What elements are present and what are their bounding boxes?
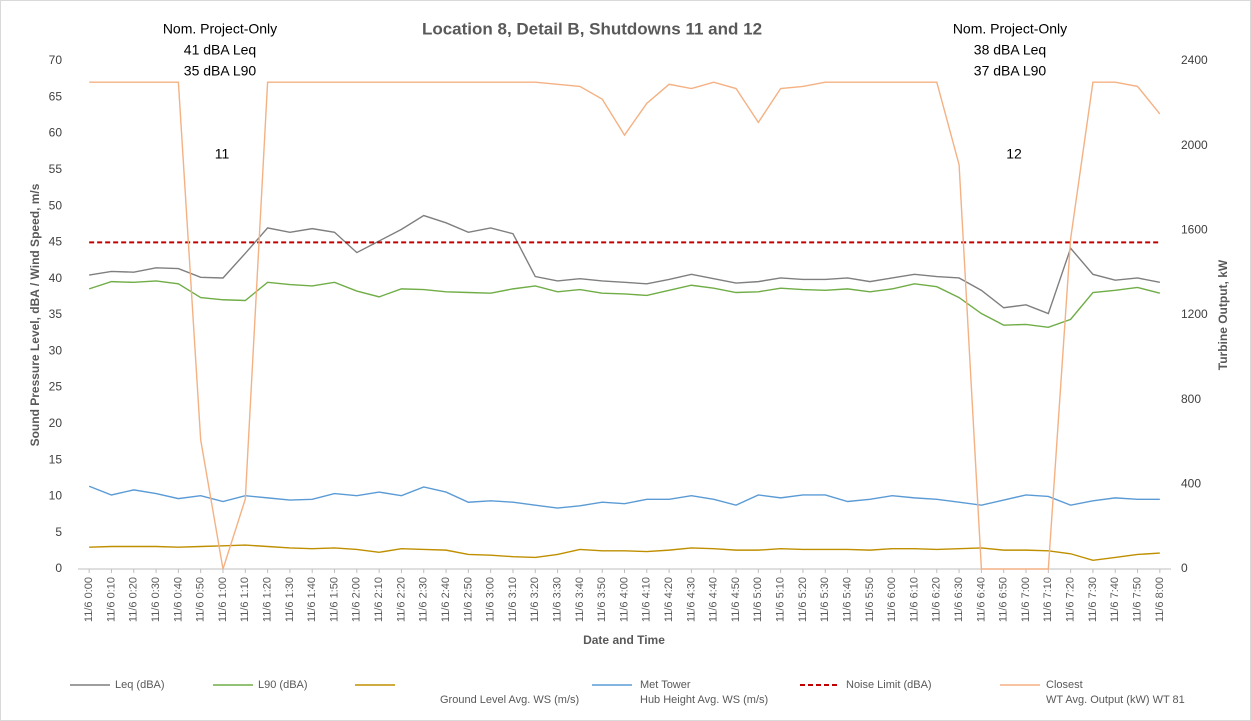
x-tick-label: 11/6 4:20 [663, 577, 675, 622]
x-tick-label: 11/6 5:20 [797, 577, 809, 622]
y-tick-label: 10 [49, 489, 63, 503]
y2-tick-label: 2400 [1181, 53, 1208, 67]
x-tick-label: 11/6 1:50 [328, 577, 340, 622]
y-tick-label: 35 [49, 307, 63, 321]
x-tick-label: 11/6 6:40 [975, 577, 987, 622]
x-tick-label: 11/6 6:10 [908, 577, 920, 622]
y-tick-label: 60 [49, 126, 63, 140]
annotation: 35 dBA L90 [184, 63, 257, 79]
y-tick-label: 30 [49, 343, 63, 357]
y-tick-label: 45 [49, 235, 63, 249]
x-tick-label: 11/6 5:00 [752, 577, 764, 622]
y2-axis-title: Turbine Output, kW [1216, 259, 1230, 370]
x-tick-label: 11/6 6:20 [931, 577, 943, 622]
x-tick-label: 11/6 0:20 [128, 577, 140, 622]
x-tick-label: 11/6 0:50 [195, 577, 207, 622]
x-tick-label: 11/6 0:30 [150, 577, 162, 622]
annotation: 37 dBA L90 [974, 63, 1047, 79]
x-tick-label: 11/6 2:20 [395, 577, 407, 622]
y-tick-label: 55 [49, 162, 63, 176]
x-tick-label: 11/6 2:40 [440, 577, 452, 622]
legend-label: Noise Limit (dBA) [846, 679, 932, 691]
legend-label: L90 (dBA) [258, 679, 308, 691]
x-tick-label: 11/6 7:10 [1042, 577, 1054, 622]
legend-label: Ground Level Avg. WS (m/s) [440, 694, 580, 706]
x-tick-label: 11/6 5:30 [819, 577, 831, 622]
x-tick-label: 11/6 6:30 [953, 577, 965, 622]
x-tick-label: 11/6 4:10 [641, 577, 653, 622]
x-tick-label: 11/6 3:40 [574, 577, 586, 622]
y-tick-label: 15 [49, 452, 63, 466]
x-tick-label: 11/6 0:10 [105, 577, 117, 622]
x-tick-label: 11/6 4:30 [685, 577, 697, 622]
x-tick-label: 11/6 7:40 [1109, 577, 1121, 622]
legend-label: Closest WT Avg. Output (kW) WT 81 [1046, 679, 1185, 706]
y-tick-label: 65 [49, 89, 63, 103]
legend-label: Met Tower Hub Height Avg. WS (m/s) [640, 679, 769, 706]
y2-tick-label: 400 [1181, 477, 1201, 491]
x-tick-label: 11/6 3:30 [551, 577, 563, 622]
y-tick-label: 50 [49, 198, 63, 212]
series-line [88, 485, 1160, 509]
y2-tick-label: 0 [1181, 561, 1188, 575]
series-line [89, 214, 1160, 315]
x-tick-label: 11/6 7:30 [1087, 577, 1099, 622]
x-tick-label: 11/6 2:30 [418, 577, 430, 622]
x-tick-label: 11/6 5:50 [864, 577, 876, 622]
chart-title: Location 8, Detail B, Shutdowns 11 and 1… [422, 19, 762, 38]
legend-label: Leq (dBA) [115, 679, 165, 691]
y2-tick-label: 1600 [1181, 223, 1208, 237]
x-tick-label: 11/6 1:10 [239, 577, 251, 622]
series-line [88, 280, 1161, 329]
y-tick-label: 40 [49, 271, 63, 285]
annotation: Nom. Project-Only [953, 21, 1067, 37]
y2-tick-label: 800 [1181, 392, 1201, 406]
x-tick-label: 11/6 0:00 [83, 577, 95, 622]
x-tick-label: 11/6 1:30 [284, 577, 296, 622]
x-tick-label: 11/6 4:00 [618, 577, 630, 622]
annotation: 11 [215, 146, 230, 162]
x-tick-label: 11/6 3:00 [485, 577, 497, 622]
x-tick-label: 11/6 7:00 [1020, 577, 1032, 622]
x-tick-label: 11/6 0:40 [172, 577, 184, 622]
y-tick-label: 25 [49, 380, 63, 394]
series-line [89, 544, 1160, 562]
x-tick-label: 11/6 3:10 [507, 577, 519, 622]
annotation: Nom. Project-Only [163, 21, 277, 37]
x-tick-label: 11/6 5:10 [775, 577, 787, 622]
x-tick-label: 11/6 4:50 [730, 577, 742, 622]
x-tick-label: 11/6 2:10 [373, 577, 385, 622]
x-tick-label: 11/6 7:20 [1065, 577, 1077, 622]
x-tick-label: 11/6 1:40 [306, 577, 318, 622]
annotation: 38 dBA Leq [974, 42, 1046, 58]
x-axis-title: Date and Time [583, 633, 665, 647]
x-tick-label: 11/6 8:00 [1154, 577, 1166, 622]
x-tick-label: 11/6 4:40 [708, 577, 720, 622]
y-tick-label: 5 [55, 525, 62, 539]
x-tick-label: 11/6 7:50 [1131, 577, 1143, 622]
x-tick-label: 11/6 2:00 [351, 577, 363, 622]
y2-tick-label: 1200 [1181, 307, 1208, 321]
x-tick-label: 11/6 3:20 [529, 577, 541, 622]
y-tick-label: 0 [55, 561, 62, 575]
x-tick-label: 11/6 5:40 [841, 577, 853, 622]
y-tick-label: 20 [49, 416, 63, 430]
y-tick-label: 70 [49, 53, 63, 67]
series-line [89, 81, 1161, 570]
y-axis-title: Sound Pressure Level, dBA / Wind Speed, … [28, 183, 42, 446]
x-tick-label: 11/6 6:00 [886, 577, 898, 622]
x-tick-label: 11/6 6:50 [998, 577, 1010, 622]
x-tick-label: 11/6 1:20 [262, 577, 274, 622]
y2-tick-label: 2000 [1181, 138, 1208, 152]
annotation: 41 dBA Leq [184, 42, 256, 58]
x-tick-label: 11/6 2:50 [462, 577, 474, 622]
x-tick-label: 11/6 1:00 [217, 577, 229, 622]
annotation: 12 [1006, 146, 1022, 162]
x-tick-label: 11/6 3:50 [596, 577, 608, 622]
